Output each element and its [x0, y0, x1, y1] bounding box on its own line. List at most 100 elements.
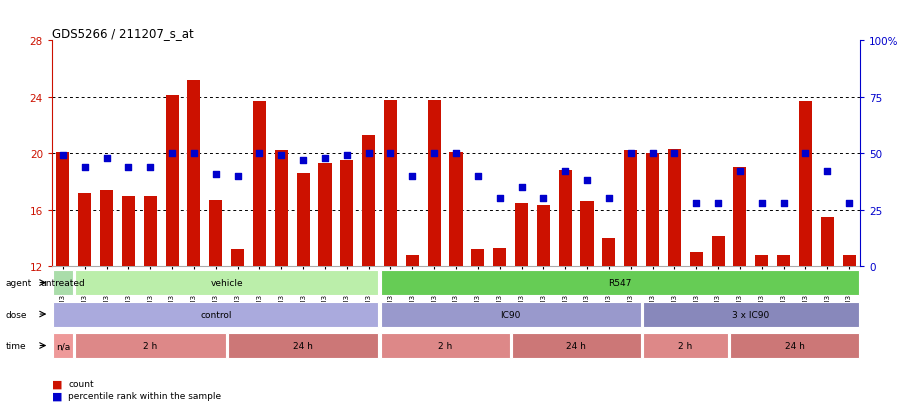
Bar	[820, 217, 833, 266]
Bar	[579, 202, 593, 266]
Bar	[122, 196, 135, 266]
Text: 3 x IC90: 3 x IC90	[732, 310, 769, 319]
Point	[819, 169, 834, 175]
Point	[623, 150, 638, 157]
FancyBboxPatch shape	[642, 333, 727, 358]
Point	[251, 150, 266, 157]
Text: GDS5266 / 211207_s_at: GDS5266 / 211207_s_at	[52, 27, 193, 40]
FancyBboxPatch shape	[642, 302, 858, 327]
Text: 2 h: 2 h	[678, 341, 691, 350]
Bar	[209, 200, 222, 266]
Bar	[296, 173, 310, 266]
Text: count: count	[68, 379, 94, 388]
Text: control: control	[200, 310, 231, 319]
Text: R547: R547	[608, 278, 630, 287]
Point	[753, 200, 768, 206]
FancyBboxPatch shape	[228, 333, 378, 358]
FancyBboxPatch shape	[380, 333, 509, 358]
Bar	[689, 252, 702, 266]
Bar	[187, 81, 200, 266]
Bar	[645, 154, 659, 266]
Text: 24 h: 24 h	[292, 341, 312, 350]
Point	[536, 195, 550, 202]
Text: 24 h: 24 h	[566, 341, 586, 350]
Point	[470, 173, 485, 180]
Bar	[405, 255, 418, 266]
Point	[121, 164, 136, 171]
Bar	[230, 249, 244, 266]
FancyBboxPatch shape	[75, 333, 225, 358]
Point	[165, 150, 179, 157]
Bar	[427, 100, 440, 266]
Bar	[732, 168, 745, 266]
Point	[688, 200, 702, 206]
Point	[383, 150, 397, 157]
Text: ■: ■	[52, 378, 63, 388]
Point	[77, 164, 92, 171]
FancyBboxPatch shape	[730, 333, 858, 358]
Point	[841, 200, 855, 206]
Point	[645, 150, 660, 157]
Point	[514, 184, 528, 191]
Bar	[56, 152, 69, 266]
Point	[448, 150, 463, 157]
Text: vehicle: vehicle	[210, 278, 242, 287]
Text: IC90: IC90	[500, 310, 520, 319]
Bar	[537, 206, 549, 266]
Text: 2 h: 2 h	[143, 341, 158, 350]
Point	[317, 155, 332, 161]
Bar	[515, 203, 527, 266]
Bar	[471, 249, 484, 266]
Point	[797, 150, 812, 157]
Point	[601, 195, 616, 202]
Bar	[558, 171, 571, 266]
Point	[339, 153, 353, 159]
Point	[579, 178, 594, 184]
Bar	[798, 102, 811, 266]
Point	[99, 155, 114, 161]
FancyBboxPatch shape	[380, 271, 858, 295]
Point	[230, 173, 245, 180]
FancyBboxPatch shape	[53, 302, 378, 327]
Bar	[384, 100, 396, 266]
Bar	[601, 238, 615, 266]
Bar	[449, 152, 462, 266]
Bar	[166, 96, 179, 266]
Bar	[493, 248, 506, 266]
Bar	[100, 190, 113, 266]
Bar	[667, 150, 681, 266]
Point	[775, 200, 790, 206]
Point	[143, 164, 158, 171]
Bar	[78, 193, 91, 266]
Text: percentile rank within the sample: percentile rank within the sample	[68, 391, 221, 400]
Bar	[340, 161, 353, 266]
Text: 2 h: 2 h	[437, 341, 452, 350]
Bar	[711, 237, 724, 266]
FancyBboxPatch shape	[75, 271, 378, 295]
Point	[732, 169, 746, 175]
Point	[187, 150, 201, 157]
Bar	[754, 255, 767, 266]
Point	[361, 150, 375, 157]
FancyBboxPatch shape	[511, 333, 640, 358]
Text: agent: agent	[5, 278, 32, 287]
Point	[209, 171, 223, 178]
FancyBboxPatch shape	[53, 333, 73, 358]
Bar	[842, 255, 855, 266]
Text: time: time	[5, 341, 26, 350]
Text: ■: ■	[52, 391, 63, 401]
Point	[56, 153, 70, 159]
Point	[558, 169, 572, 175]
Text: untreated: untreated	[40, 278, 86, 287]
Bar	[623, 151, 637, 266]
FancyBboxPatch shape	[53, 271, 73, 295]
Text: 24 h: 24 h	[783, 341, 804, 350]
Bar	[252, 102, 266, 266]
Bar	[362, 135, 374, 266]
Point	[295, 157, 310, 164]
Point	[404, 173, 419, 180]
Text: n/a: n/a	[56, 341, 70, 350]
Bar	[274, 151, 288, 266]
Text: dose: dose	[5, 310, 27, 319]
Point	[492, 195, 507, 202]
